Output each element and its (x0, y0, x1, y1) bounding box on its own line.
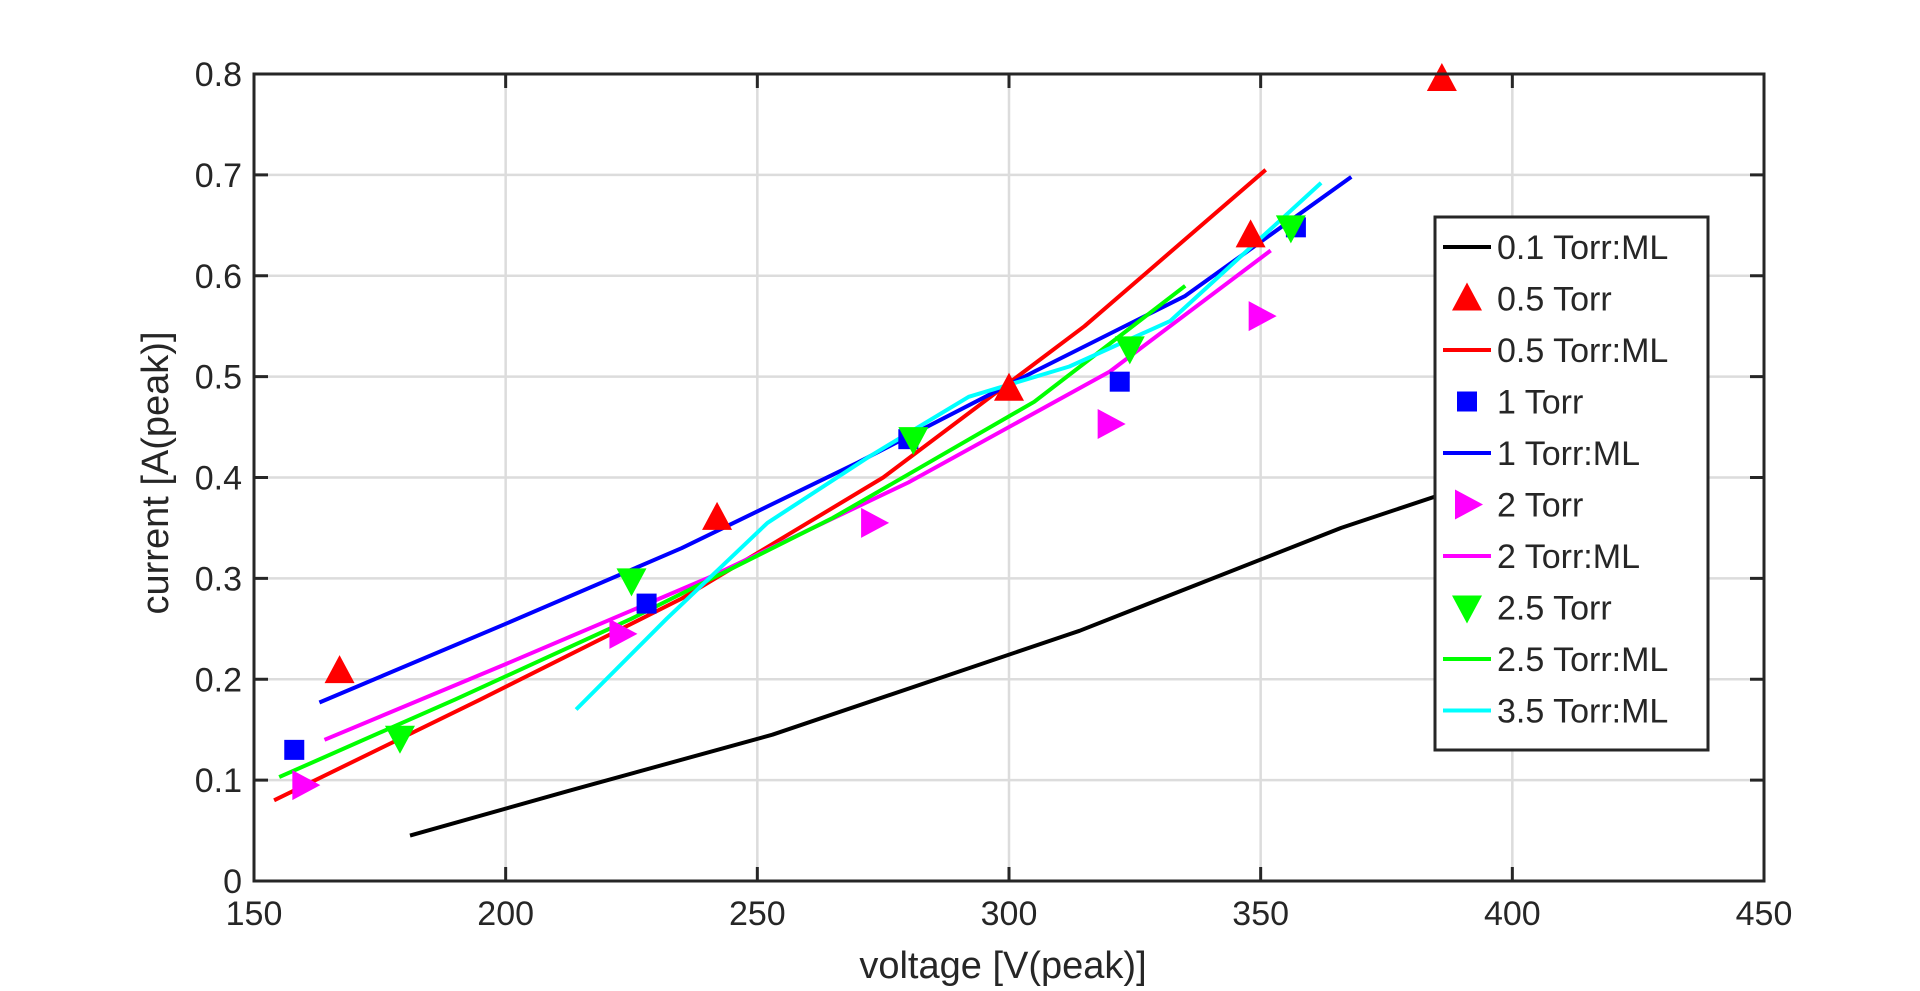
legend-entry-0-5-torr: 0.5 Torr (1452, 281, 1612, 319)
legend-entry-0-1-torr-ml: 0.1 Torr:ML (1443, 229, 1668, 267)
legend-marker-swatch (1455, 489, 1483, 520)
legend-label: 2.5 Torr:ML (1497, 641, 1668, 679)
x-tick-label: 300 (981, 895, 1038, 933)
x-tick-label: 200 (477, 895, 534, 933)
x-axis-title: voltage [V(peak)] (859, 945, 1146, 986)
data-point-2-5-torr (384, 725, 415, 754)
data-point-0-5-torr (324, 655, 355, 684)
series-line-0-5-torr-ml (273, 168, 1268, 803)
legend-label: 1 Torr:ML (1497, 435, 1640, 473)
series-line-0-1-torr-ml (409, 485, 1463, 838)
data-point-0-5-torr (994, 372, 1024, 401)
legend-marker-swatch (1452, 595, 1482, 624)
legend-label: 2.5 Torr (1497, 590, 1612, 628)
legend-entry-2-5-torr-ml: 2.5 Torr:ML (1443, 641, 1668, 679)
data-point-2-torr (292, 770, 321, 801)
data-point-2-torr (861, 507, 890, 538)
data-point-1-torr (636, 593, 657, 614)
x-tick-labels: 150 200 250 300 350 400 450 (226, 895, 1793, 933)
legend-box (1433, 215, 1710, 752)
data-point-2-torr (1097, 409, 1126, 440)
y-tick-label: 0.7 (195, 157, 242, 195)
legend-entry-2-5-torr: 2.5 Torr (1452, 590, 1612, 628)
legend-marker-swatch (1457, 391, 1477, 412)
legend-marker-swatch (1452, 282, 1482, 311)
legend-label: 1 Torr (1497, 384, 1583, 422)
y-tick-label: 0.5 (195, 359, 242, 397)
data-point-2-5-torr (1275, 215, 1306, 244)
data-point-2-torr (609, 618, 638, 649)
legend-label: 3.5 Torr:ML (1497, 693, 1668, 731)
data-point-1-torr (284, 739, 305, 760)
x-tick-label: 250 (729, 895, 786, 933)
legend-label: 0.5 Torr (1497, 281, 1612, 319)
data-point-2-5-torr (616, 568, 647, 597)
y-tick-label: 0.6 (195, 258, 242, 296)
legend-label: 2 Torr:ML (1497, 538, 1640, 576)
data-point-0-5-torr (702, 501, 733, 530)
series-line-3-5-torr-ml (574, 181, 1323, 711)
y-tick-labels: 0 0.1 0.2 0.3 0.4 0.5 0.6 0.7 0.8 (195, 56, 242, 901)
legend-entry-2-torr: 2 Torr (1455, 487, 1583, 525)
data-point-2-5-torr (1114, 336, 1145, 365)
data-point-2-torr (1248, 301, 1277, 332)
legend-label: 0.1 Torr:ML (1497, 229, 1668, 267)
tick-marks (252, 72, 1766, 883)
legend-entry-1-torr: 1 Torr (1457, 384, 1583, 422)
legend-entry-1-torr-ml: 1 Torr:ML (1443, 435, 1640, 473)
y-tick-label: 0.2 (195, 661, 242, 699)
data-point-2-5-torr (898, 427, 929, 456)
legend-entry-2-torr-ml: 2 Torr:ML (1443, 538, 1640, 576)
y-tick-label: 0.1 (195, 762, 242, 800)
legend-label: 2 Torr (1497, 487, 1583, 525)
legend-label: 0.5 Torr:ML (1497, 332, 1668, 370)
y-tick-label: 0.8 (195, 56, 242, 94)
y-tick-label: 0.4 (195, 460, 242, 498)
x-tick-label: 150 (226, 895, 283, 933)
x-tick-label: 450 (1736, 895, 1793, 933)
y-tick-label: 0 (223, 863, 242, 901)
legend-entry-3-5-torr-ml: 3.5 Torr:ML (1443, 693, 1668, 731)
y-tick-label: 0.3 (195, 560, 242, 598)
series-lines (273, 168, 1463, 838)
legend-entry-0-5-torr-ml: 0.5 Torr:ML (1443, 332, 1668, 370)
x-tick-label: 350 (1232, 895, 1289, 933)
y-axis-title: current [A(peak)] (135, 332, 177, 615)
data-point-1-torr (1109, 371, 1130, 392)
data-point-0-5-torr (1426, 63, 1457, 92)
x-tick-label: 400 (1484, 895, 1541, 933)
series-line-2-5-torr-ml (278, 284, 1187, 779)
series-markers (284, 63, 1457, 801)
legend: 0.1 Torr:ML 0.5 Torr 0.5 Torr:ML 1 Torr 1 To… (1433, 215, 1710, 752)
data-point-0-5-torr (1235, 219, 1266, 248)
